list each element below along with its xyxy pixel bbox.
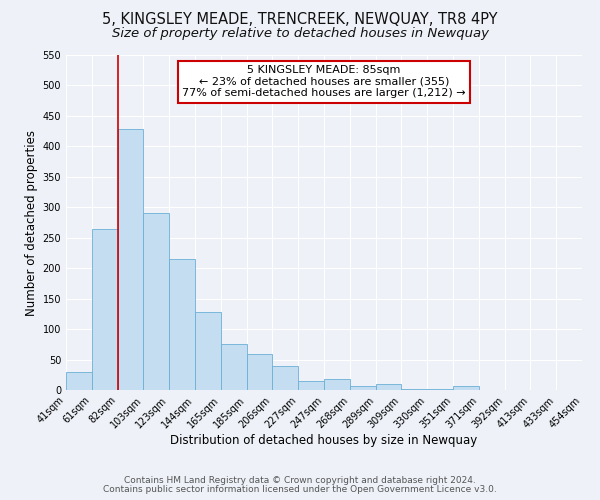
Bar <box>298 382 324 390</box>
Bar <box>143 213 169 390</box>
Text: Contains HM Land Registry data © Crown copyright and database right 2024.: Contains HM Land Registry data © Crown c… <box>124 476 476 485</box>
Text: Contains public sector information licensed under the Open Government Licence v3: Contains public sector information licen… <box>103 484 497 494</box>
Bar <box>453 386 479 390</box>
Bar <box>221 344 247 390</box>
Text: 5, KINGSLEY MEADE, TRENCREEK, NEWQUAY, TR8 4PY: 5, KINGSLEY MEADE, TRENCREEK, NEWQUAY, T… <box>102 12 498 28</box>
Bar <box>195 312 221 390</box>
Text: Size of property relative to detached houses in Newquay: Size of property relative to detached ho… <box>112 28 488 40</box>
Y-axis label: Number of detached properties: Number of detached properties <box>25 130 38 316</box>
Bar <box>247 354 272 390</box>
Bar <box>66 372 92 390</box>
Bar <box>169 259 195 390</box>
Bar <box>324 379 350 390</box>
Text: 5 KINGSLEY MEADE: 85sqm
← 23% of detached houses are smaller (355)
77% of semi-d: 5 KINGSLEY MEADE: 85sqm ← 23% of detache… <box>182 65 466 98</box>
Bar <box>376 384 401 390</box>
Bar <box>272 366 298 390</box>
Bar <box>92 228 118 390</box>
Bar <box>350 386 376 390</box>
Bar <box>118 130 143 390</box>
X-axis label: Distribution of detached houses by size in Newquay: Distribution of detached houses by size … <box>170 434 478 447</box>
